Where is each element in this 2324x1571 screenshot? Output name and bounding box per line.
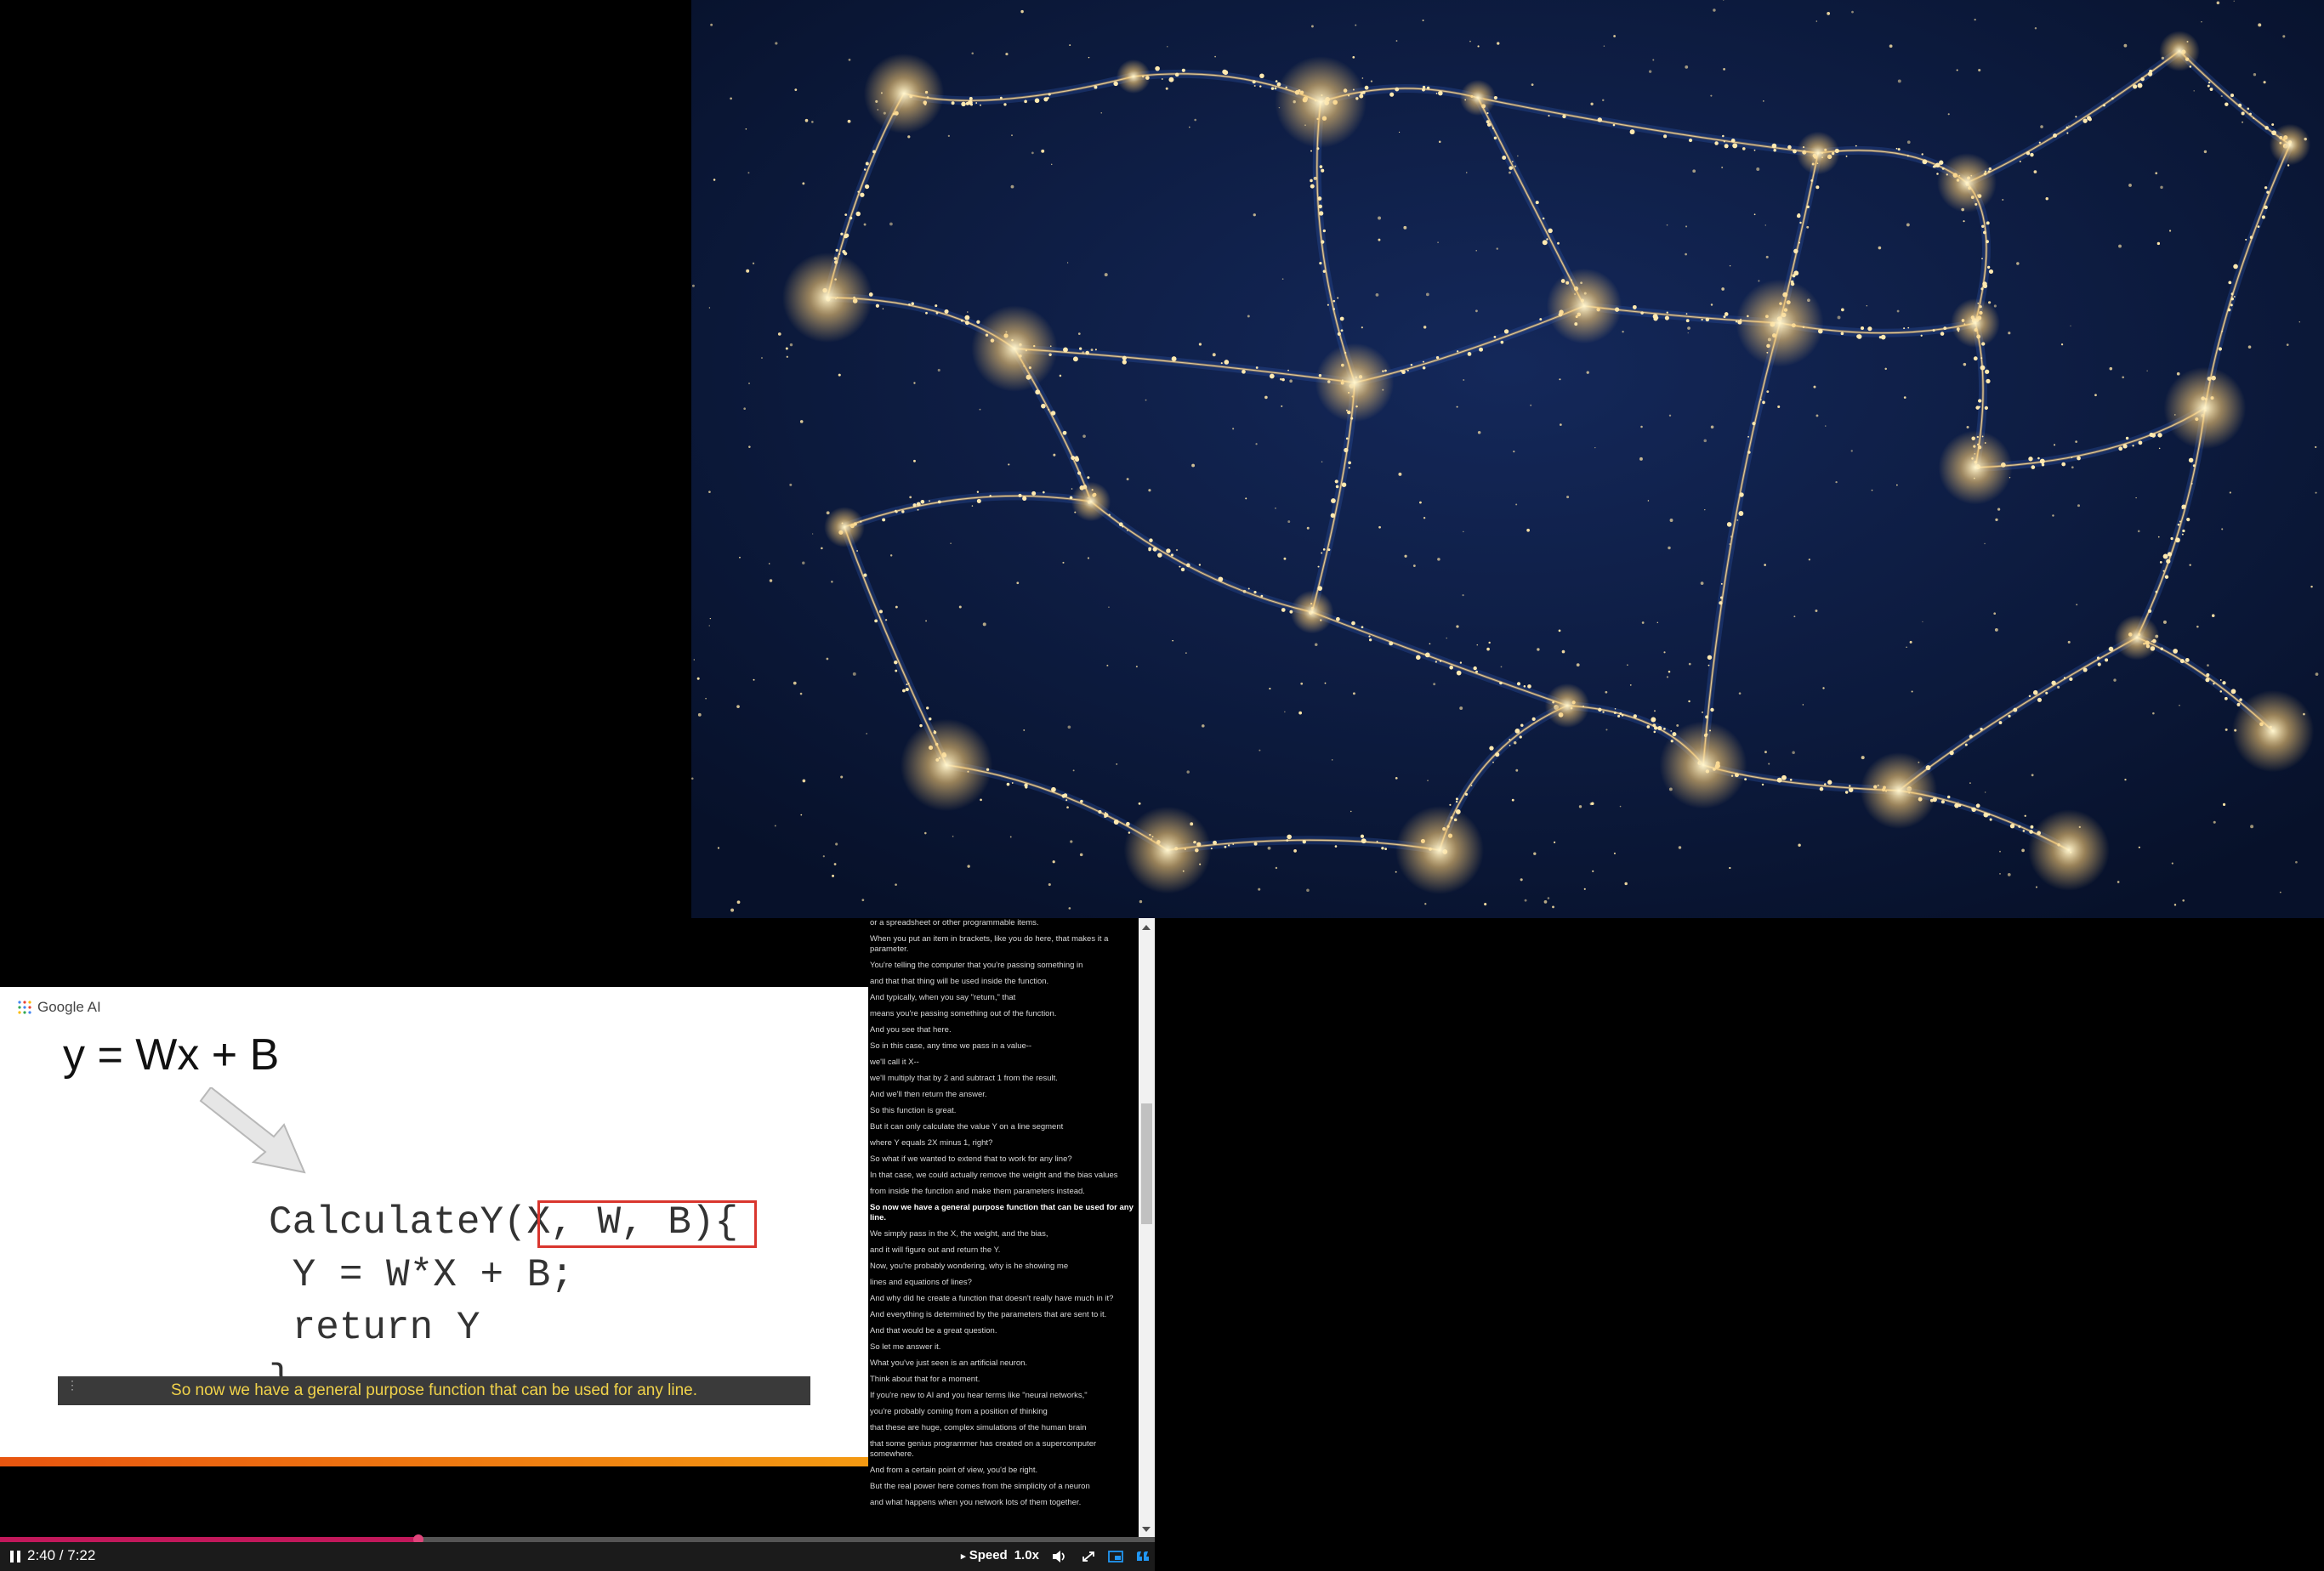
scrollbar-thumb[interactable] [1141, 1103, 1152, 1224]
transcript-line[interactable]: and it will figure out and return the Y. [870, 1245, 1001, 1255]
transcript-line[interactable]: And you see that here. [870, 1025, 952, 1035]
transcript-line[interactable]: So this function is great. [870, 1106, 957, 1115]
transcript-line[interactable]: And everything is determined by the para… [870, 1310, 1107, 1319]
transcript-line[interactable]: And we'll then return the answer. [870, 1090, 987, 1099]
transcript-line[interactable]: And that would be a great question. [870, 1326, 997, 1336]
player-controls: 2:40 / 7:22 ▸ Speed 1.0x [0, 1542, 1155, 1571]
google-ai-dots-icon [18, 1001, 31, 1014]
transcript-line[interactable]: But it can only calculate the value Y on… [870, 1122, 1064, 1131]
transcript-line[interactable]: You're telling the computer that you're … [870, 961, 1083, 970]
logo-text: Google AI [37, 999, 101, 1015]
transcript-line[interactable]: But the real power here comes from the s… [870, 1482, 1090, 1491]
transcript-line[interactable]: we'll multiply that by 2 and subtract 1 … [870, 1074, 1058, 1083]
google-ai-logo: Google AI [17, 999, 101, 1016]
volume-icon[interactable] [1051, 1549, 1068, 1564]
transcript-line[interactable]: or a spreadsheet or other programmable i… [870, 918, 1039, 927]
slide-footer-bar [0, 1457, 868, 1466]
transcript-lines: or a spreadsheet or other programmable i… [870, 918, 1139, 1514]
scroll-up-arrow-icon[interactable] [1142, 925, 1151, 930]
transcript-line[interactable]: Think about that for a moment. [870, 1375, 980, 1384]
pause-icon[interactable] [10, 1551, 22, 1562]
code-open-brace: { [714, 1200, 739, 1245]
transcript-line[interactable]: that some genius programmer has created … [870, 1439, 1097, 1459]
transcript-line[interactable]: When you put an item in brackets, like y… [870, 934, 1109, 954]
lecture-slide: Google AI y = Wx + B CalculateY(X, W, B)… [0, 987, 868, 1466]
code-function-name: CalculateY [269, 1200, 504, 1245]
transcript-line[interactable]: you're probably coming from a position o… [870, 1407, 1048, 1416]
transcript-line[interactable]: If you're new to AI and you hear terms l… [870, 1391, 1088, 1400]
caption-drag-handle-icon[interactable]: ⋮ [66, 1378, 78, 1392]
transcript-line[interactable]: So what if we wanted to extend that to w… [870, 1154, 1072, 1164]
speed-label: Speed [969, 1548, 1008, 1562]
cosmic-web-drawing [691, 0, 2324, 918]
transcript-line[interactable]: that these are huge, complex simulations… [870, 1423, 1087, 1432]
transcript-line[interactable]: And why did he create a function that do… [870, 1294, 1114, 1303]
transcript-line[interactable]: we'll call it X-- [870, 1058, 919, 1067]
transcript-line-active[interactable]: So now we have a general purpose functio… [870, 1203, 1134, 1222]
caption-bar[interactable]: ⋮ So now we have a general purpose funct… [58, 1376, 810, 1405]
transcript-line[interactable]: What you've just seen is an artificial n… [870, 1358, 1028, 1368]
equation: y = Wx + B [63, 1030, 280, 1080]
params-highlight-box [537, 1200, 757, 1248]
transcript-line[interactable]: So let me answer it. [870, 1342, 941, 1352]
transcript-line[interactable]: We simply pass in the X, the weight, and… [870, 1229, 1048, 1239]
code-block: CalculateY(X, W, B){ Y = W*X + B; return… [269, 1196, 738, 1407]
caption-text: So now we have a general purpose functio… [171, 1381, 697, 1399]
transcript-panel[interactable]: or a spreadsheet or other programmable i… [868, 918, 1139, 1539]
transcript-line[interactable]: And typically, when you say "return," th… [870, 993, 1016, 1002]
speed-button[interactable]: ▸ Speed 1.0x [961, 1548, 1039, 1562]
progress-fill [0, 1537, 418, 1542]
time-display: 2:40 / 7:22 [27, 1547, 96, 1563]
transcript-line[interactable]: and that that thing will be used inside … [870, 977, 1049, 986]
transcript-line[interactable]: means you're passing something out of th… [870, 1009, 1057, 1018]
transcript-line[interactable]: So in this case, any time we pass in a v… [870, 1041, 1032, 1051]
speed-value: 1.0x [1014, 1548, 1039, 1562]
transcript-line[interactable]: And from a certain point of view, you'd … [870, 1466, 1038, 1475]
speed-chevron-icon: ▸ [961, 1551, 966, 1562]
pip-icon[interactable] [1107, 1549, 1124, 1564]
scroll-down-arrow-icon[interactable] [1142, 1527, 1151, 1532]
arrow-icon [199, 1087, 306, 1174]
code-line-2: Y = W*X + B; [269, 1253, 574, 1297]
captions-icon[interactable] [1134, 1549, 1151, 1564]
fullscreen-icon[interactable] [1080, 1549, 1097, 1564]
transcript-line[interactable]: lines and equations of lines? [870, 1278, 972, 1287]
transcript-scrollbar[interactable] [1139, 918, 1155, 1539]
transcript-line[interactable]: where Y equals 2X minus 1, right? [870, 1138, 993, 1148]
transcript-line[interactable]: In that case, we could actually remove t… [870, 1171, 1118, 1180]
code-line-3: return Y [269, 1306, 480, 1350]
cosmic-web-image [691, 0, 2324, 918]
transcript-line[interactable]: from inside the function and make them p… [870, 1187, 1085, 1196]
code-params: (X, W, B) [503, 1200, 715, 1245]
transcript-line[interactable]: and what happens when you network lots o… [870, 1498, 1082, 1507]
transcript-line[interactable]: Now, you're probably wondering, why is h… [870, 1262, 1069, 1271]
